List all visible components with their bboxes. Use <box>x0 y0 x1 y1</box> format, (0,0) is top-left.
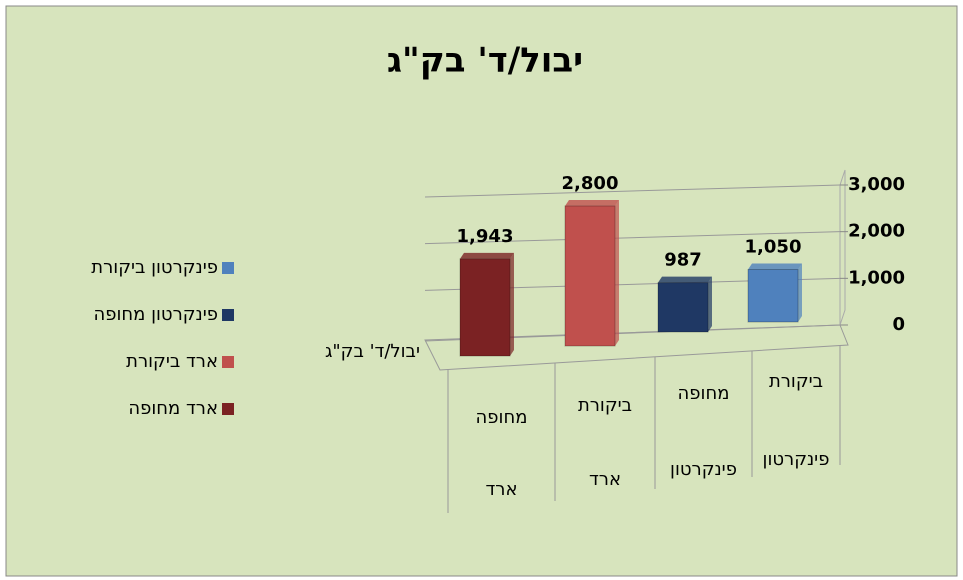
bar-top <box>658 276 712 283</box>
x-tick-label: ביקורת <box>578 395 632 416</box>
bar-top <box>565 200 619 206</box>
legend-label: ארד מחופה <box>128 398 218 419</box>
legend-label: ארד ביקורת <box>126 351 218 372</box>
data-label: 2,800 <box>562 173 619 194</box>
bar <box>459 258 511 357</box>
x-group-label: פינקרטון <box>763 449 830 470</box>
bar-top <box>460 252 514 259</box>
y-tick-label: 0 <box>892 314 905 335</box>
legend-marker <box>222 309 234 321</box>
legend-label: פינקרטון מחופה <box>94 304 219 325</box>
grid-line <box>424 184 841 198</box>
x-tick-label: מחופה <box>678 383 730 404</box>
bar-top <box>748 263 802 270</box>
bar <box>657 282 709 333</box>
y-tick-label: 1,000 <box>848 267 905 288</box>
x-tick-label: מחופה <box>476 407 528 428</box>
data-label: 1,943 <box>457 226 514 247</box>
bar-side <box>615 200 619 346</box>
x-group-label: פינקרטון <box>670 459 737 480</box>
bar-side <box>510 252 514 356</box>
bar-side <box>708 276 712 332</box>
bar <box>564 205 616 347</box>
grid-line <box>424 231 841 245</box>
chart-title: יבול/ד' בק"ג <box>387 41 583 81</box>
legend-marker <box>222 262 234 274</box>
x-tick-label: ביקורת <box>769 371 823 392</box>
bar-side <box>798 263 802 322</box>
legend-marker <box>222 403 234 415</box>
legend-label: פינקרטון ביקורת <box>91 257 218 278</box>
x-group-label: ארד <box>485 479 517 500</box>
series-axis-label: יבול/ד' בק"ג <box>325 341 420 362</box>
data-label: 987 <box>664 250 702 271</box>
data-label: 1,050 <box>745 237 802 258</box>
legend-marker <box>222 356 234 368</box>
x-group-label: ארד <box>589 469 621 490</box>
bar <box>747 269 799 323</box>
y-tick-label: 2,000 <box>848 221 905 242</box>
y-tick-label: 3,000 <box>848 174 905 195</box>
